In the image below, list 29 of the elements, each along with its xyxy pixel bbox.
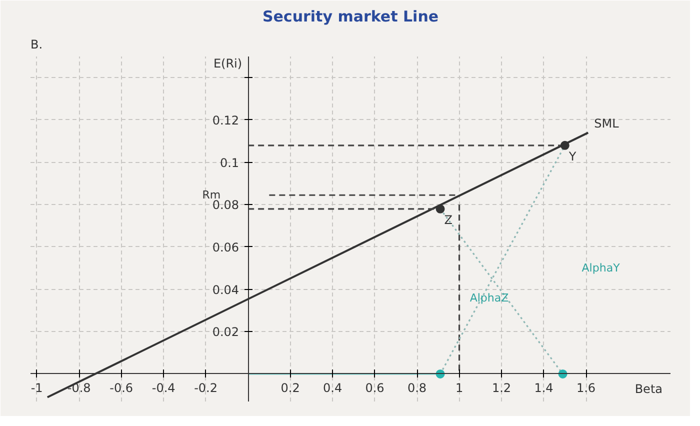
text: B. xyxy=(30,38,43,52)
series-label: SML xyxy=(594,116,620,131)
x-tick-label: 0.4 xyxy=(323,380,342,395)
annotation: AlphaY xyxy=(582,262,620,275)
y-tick-label: 0.08 xyxy=(212,198,240,212)
point xyxy=(436,204,445,214)
x-tick-label: -0.6 xyxy=(110,380,134,395)
x-tick-label: 1 xyxy=(455,380,464,395)
y-tick-label: 0.1 xyxy=(220,156,240,170)
y-tick-label: 0.04 xyxy=(212,282,240,297)
x-tick-label: 1.6 xyxy=(576,380,596,395)
y-tick-label: 0.12 xyxy=(212,113,240,128)
x-tick-label: 1.4 xyxy=(534,380,554,395)
x-tick-label: -0.4 xyxy=(152,380,176,395)
point xyxy=(560,140,570,150)
y-tick-label: 0.02 xyxy=(212,325,240,340)
x-tick-label: -0.2 xyxy=(194,380,218,395)
annotation: Y xyxy=(568,149,577,164)
x-tick-label: -1 xyxy=(30,380,43,395)
x-tick-label: 0.2 xyxy=(280,380,300,395)
x-axis-title: Beta xyxy=(634,382,663,396)
annotation: AlphaZ xyxy=(470,291,510,304)
y-tick-label: 0.06 xyxy=(212,240,240,254)
annotation: Z xyxy=(444,212,453,227)
x-tick-label: 1.2 xyxy=(492,380,512,395)
y-axis-title: E(Ri) xyxy=(213,56,242,70)
x-tick-label: 0.6 xyxy=(365,380,384,395)
chart-title: Security market Line xyxy=(262,8,439,26)
x-tick-label: 0.8 xyxy=(407,380,427,395)
